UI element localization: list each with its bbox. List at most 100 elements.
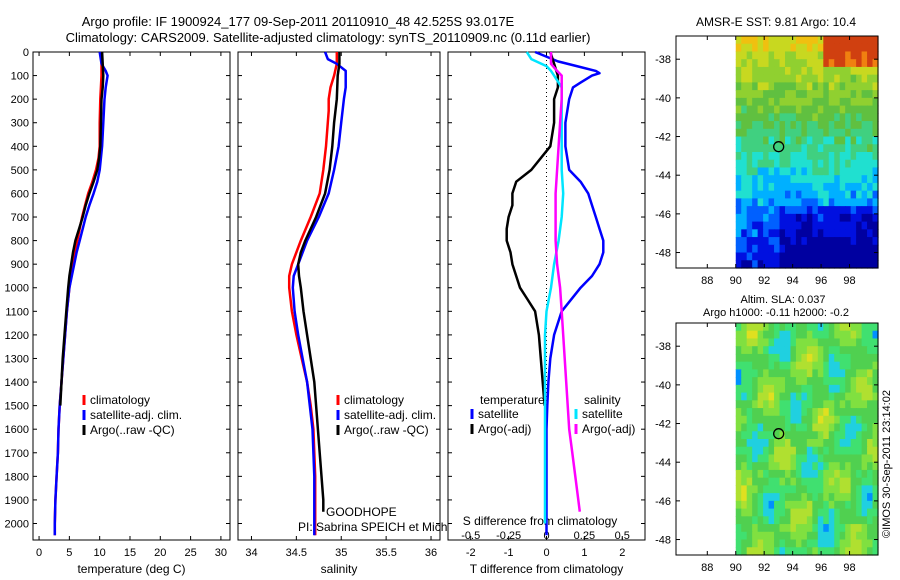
sst-cell [850, 159, 857, 169]
sst-cell [801, 51, 808, 60]
sst-cell [735, 221, 742, 230]
sla-cell [752, 400, 759, 409]
sla-cell [850, 361, 857, 370]
sst-cell [867, 97, 874, 107]
sst-cell [856, 82, 863, 91]
sst-cell [763, 66, 770, 76]
sla-cell [779, 469, 786, 479]
sla-cell [741, 485, 748, 494]
sst-cell [856, 90, 863, 99]
sla-cell [779, 361, 786, 370]
sst-cell [735, 121, 742, 130]
diff-sal-argo-line [549, 52, 582, 512]
sla-cell [801, 377, 808, 386]
sst-cell [790, 51, 797, 60]
sst-cell [790, 167, 797, 176]
depth-tick-label: 1800 [5, 471, 29, 483]
sst-cell [823, 213, 830, 223]
sst-cell [850, 90, 857, 99]
sst-cell [757, 221, 764, 230]
sst-cell [774, 198, 781, 207]
sst-cell [806, 36, 813, 45]
sst-cell [763, 237, 770, 246]
sst-cell [867, 152, 874, 161]
sst-cell [812, 43, 819, 53]
sst-cell [752, 152, 759, 161]
sst-cell [834, 136, 841, 145]
sla-cell [845, 400, 852, 409]
sla-cell [763, 493, 770, 502]
sst-cell [823, 136, 830, 145]
sst-cell [752, 105, 759, 114]
sla-cell [806, 361, 813, 370]
sla-cell [845, 547, 852, 556]
sla-cell [834, 508, 841, 517]
sla-cell [795, 323, 802, 332]
legend-sal-title: salinity [584, 393, 621, 407]
sst-cell [823, 121, 830, 130]
sst-cell [735, 159, 742, 169]
sla-cell [752, 346, 759, 355]
sst-cell [752, 113, 759, 122]
sst-cell [801, 36, 808, 45]
sla-cell [801, 408, 808, 417]
sst-cell [834, 260, 841, 269]
sst-cell [784, 167, 792, 176]
sla-cell [790, 369, 797, 378]
sst-cell [795, 221, 802, 230]
sla-cell [746, 330, 753, 340]
sla-cell [790, 531, 797, 541]
sst-cell [741, 113, 748, 122]
sla-cell [768, 330, 775, 340]
sla-cell [757, 415, 764, 425]
sst-cell [867, 82, 874, 91]
sla-cell [763, 454, 770, 463]
sla-cell [856, 330, 863, 340]
sla-cell [806, 508, 813, 517]
sst-cell [746, 90, 753, 99]
sst-cell [735, 59, 742, 68]
sla-cell [823, 547, 830, 556]
sst-cell [741, 51, 748, 60]
sst-cell [850, 252, 857, 261]
sla-cell [735, 408, 742, 417]
sst-cell [741, 128, 748, 138]
sst-cell [839, 136, 846, 145]
sla-cell [817, 369, 824, 378]
sst-cell [817, 244, 824, 254]
sst-cell [861, 128, 868, 138]
sst-cell [779, 82, 786, 91]
sla-cell [867, 338, 874, 347]
sla-cell [839, 431, 846, 440]
sst-cell [779, 36, 786, 45]
sla-cell [872, 485, 879, 494]
sla-cell [801, 469, 808, 479]
sla-cell [795, 446, 802, 456]
sla-cell [867, 539, 874, 548]
sst-cell [828, 152, 835, 161]
sla-cell [834, 384, 841, 394]
sla-cell [872, 323, 879, 332]
sst-cell [828, 182, 835, 192]
sla-cell [801, 415, 808, 425]
sst-cell [812, 74, 819, 83]
goodhope-annotation: GOODHOPE [326, 505, 397, 519]
sla-cell [845, 531, 852, 541]
sla-cell [757, 400, 764, 409]
temp-legend-label: satellite-adj. clim. [90, 408, 182, 422]
sla-cell [735, 384, 742, 394]
sla-cell [861, 338, 868, 347]
sla-cell [823, 408, 830, 417]
sst-cell [746, 237, 753, 246]
sla-cell [806, 454, 813, 463]
sst-cell [872, 260, 879, 269]
sst-cell [735, 244, 742, 254]
diff-xtick-label: -2 [466, 547, 476, 559]
sla-cell [834, 454, 841, 463]
sla-cell [867, 547, 874, 556]
sst-cell [839, 144, 846, 153]
sla-cell [861, 353, 868, 363]
sla-cell [828, 508, 835, 517]
sst-cell [839, 82, 846, 91]
sst-cell [784, 260, 792, 269]
